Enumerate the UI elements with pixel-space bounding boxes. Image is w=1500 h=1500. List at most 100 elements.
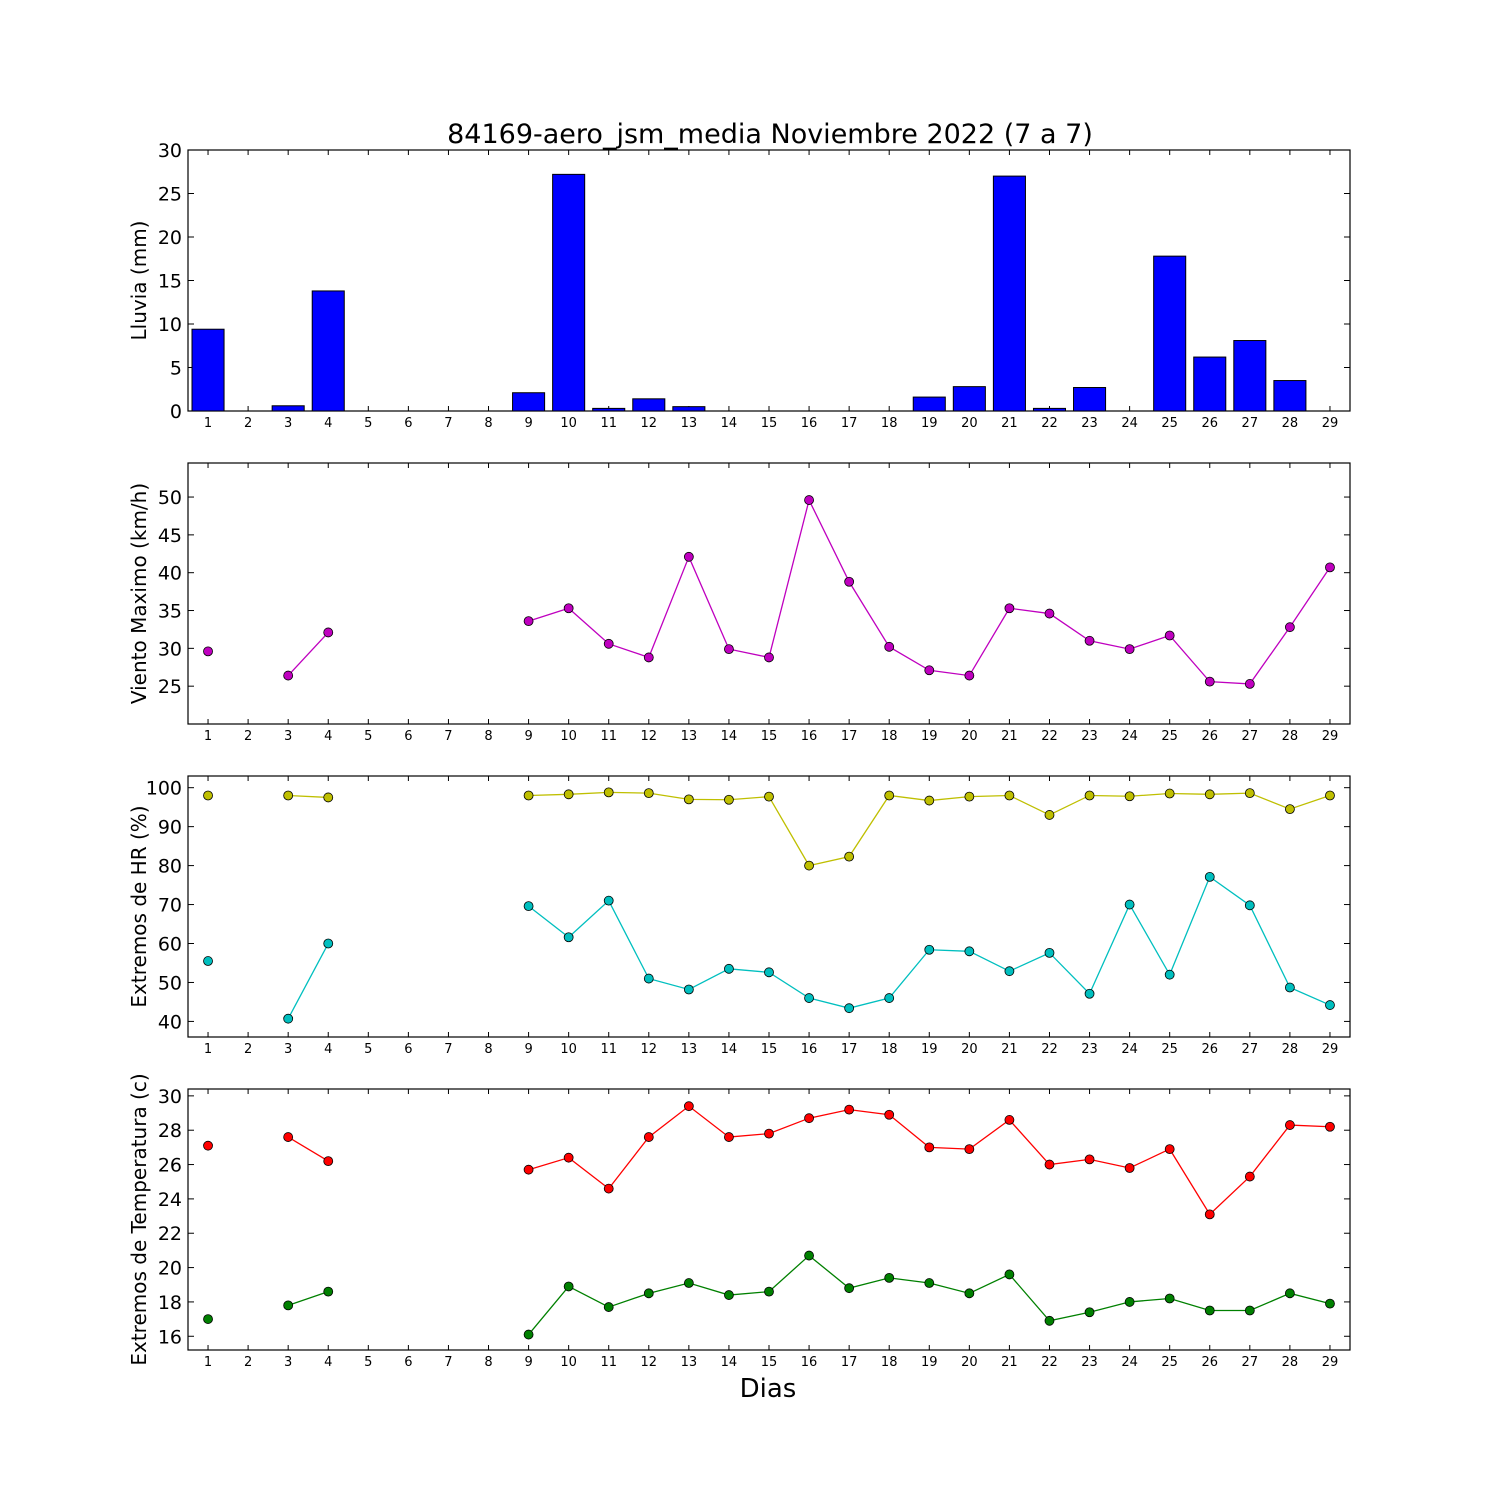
wind-xtick-label: 22 xyxy=(1041,729,1058,744)
temperature-xtick-label: 4 xyxy=(324,1355,332,1370)
rain-bar xyxy=(191,328,225,412)
temperature-xtick-label: 24 xyxy=(1121,1355,1138,1370)
hr-min-point xyxy=(1164,969,1175,980)
humidity-xtick-label: 22 xyxy=(1041,1042,1058,1057)
temperature-ytick-label: 22 xyxy=(158,1223,182,1245)
hr-min-point xyxy=(643,973,654,984)
temperature-xtick-label: 21 xyxy=(1001,1355,1018,1370)
rain-ytick-label: 20 xyxy=(158,227,182,249)
rain-xtick-label: 25 xyxy=(1161,416,1178,431)
humidity-xtick-label: 10 xyxy=(560,1042,577,1057)
wind-ytick-label: 35 xyxy=(158,601,182,623)
wind-ytick-label: 45 xyxy=(158,525,182,547)
hr-min-point xyxy=(724,963,734,974)
hr-max-point xyxy=(203,790,213,801)
wind-point xyxy=(643,652,654,663)
humidity-ytick-label: 80 xyxy=(158,856,182,878)
temperature-xtick-label: 7 xyxy=(444,1355,452,1370)
temp-max-point xyxy=(1325,1121,1335,1132)
temperature-xtick-label: 19 xyxy=(921,1355,938,1370)
hr-min-point xyxy=(523,901,534,912)
temperature-xtick-label: 9 xyxy=(524,1355,532,1370)
wind-point xyxy=(1124,644,1135,655)
temp-min-point xyxy=(643,1288,654,1299)
wind-xtick-label: 9 xyxy=(524,729,532,744)
wind-xtick-label: 28 xyxy=(1282,729,1299,744)
hr-max-point xyxy=(323,792,334,803)
wind-point xyxy=(844,576,855,587)
hr-min-point xyxy=(1124,899,1135,910)
wind-xtick-label: 27 xyxy=(1242,729,1259,744)
rain-bar xyxy=(592,407,626,412)
wind-point xyxy=(1204,676,1215,687)
temp-min-point xyxy=(1044,1315,1055,1326)
humidity-xtick-label: 19 xyxy=(921,1042,938,1057)
wind-point xyxy=(884,641,895,652)
temp-min-point xyxy=(603,1302,614,1312)
hr-min-point xyxy=(924,944,935,955)
rain-xtick-label: 26 xyxy=(1201,416,1218,431)
temp-max-point xyxy=(724,1132,734,1142)
temp-min-point xyxy=(1244,1305,1255,1316)
temperature-ytick-label: 18 xyxy=(158,1292,182,1314)
rain-xtick-label: 27 xyxy=(1242,416,1259,431)
temperature-xtick-label: 15 xyxy=(761,1355,778,1370)
rain-bar xyxy=(672,406,706,412)
wind-point xyxy=(1004,603,1015,614)
temp-min-point xyxy=(283,1300,294,1311)
wind-ytick-label: 50 xyxy=(158,487,182,509)
humidity-ytick-label: 90 xyxy=(158,817,182,839)
hr-min-point xyxy=(1004,966,1015,977)
temperature-xtick-label: 3 xyxy=(284,1355,292,1370)
temp-min-point xyxy=(844,1283,855,1294)
rain-xtick-label: 8 xyxy=(484,416,492,431)
rain-bar xyxy=(271,405,305,412)
temp-min-point xyxy=(563,1281,574,1292)
temperature-xtick-label: 25 xyxy=(1161,1355,1178,1370)
temp-min-point xyxy=(804,1250,814,1261)
humidity-xtick-label: 24 xyxy=(1121,1042,1138,1057)
hr-max-point xyxy=(804,860,814,871)
humidity-xtick-label: 27 xyxy=(1242,1042,1259,1057)
figure-title: 84169-aero_jsm_media Noviembre 2022 (7 a… xyxy=(447,119,1093,150)
temp-min-point xyxy=(724,1290,734,1300)
temperature-xtick-label: 28 xyxy=(1282,1355,1299,1370)
humidity-xtick-label: 23 xyxy=(1081,1042,1098,1057)
rain-xtick-label: 5 xyxy=(364,416,372,431)
temp-max-point xyxy=(283,1132,294,1142)
temp-max-point xyxy=(203,1140,213,1151)
temperature-xtick-label: 26 xyxy=(1201,1355,1218,1370)
hr-max-point xyxy=(603,787,614,798)
temp-min-point xyxy=(523,1329,534,1340)
wind-xtick-label: 11 xyxy=(600,729,617,744)
rain-ytick-label: 0 xyxy=(170,401,182,423)
temp-max-point xyxy=(924,1142,935,1153)
rain-xtick-label: 17 xyxy=(841,416,858,431)
wind-point xyxy=(1284,622,1295,633)
wind-xtick-label: 5 xyxy=(364,729,372,744)
wind-point xyxy=(523,616,534,627)
wind-xtick-label: 18 xyxy=(881,729,898,744)
rain-bar xyxy=(952,386,986,412)
wind-xtick-label: 4 xyxy=(324,729,332,744)
temp-max-point xyxy=(323,1156,334,1167)
wind-point xyxy=(1044,608,1055,619)
temperature-xtick-label: 18 xyxy=(881,1355,898,1370)
rain-xtick-label: 23 xyxy=(1081,416,1098,431)
temp-max-point xyxy=(1244,1171,1255,1182)
rain-bar xyxy=(1153,255,1187,412)
humidity-xtick-label: 17 xyxy=(841,1042,858,1057)
humidity-xtick-label: 12 xyxy=(641,1042,658,1057)
hr-max-point xyxy=(724,794,734,805)
rain-xtick-label: 6 xyxy=(404,416,412,431)
hr-min-point xyxy=(323,938,334,949)
humidity-ytick-label: 70 xyxy=(158,895,182,917)
hr-min-point xyxy=(1084,988,1095,999)
rain-ytick-label: 10 xyxy=(158,314,182,336)
temperature-xtick-label: 11 xyxy=(600,1355,617,1370)
humidity-xtick-label: 28 xyxy=(1282,1042,1299,1057)
wind-line xyxy=(287,632,329,677)
temperature-ytick-label: 30 xyxy=(158,1086,182,1108)
